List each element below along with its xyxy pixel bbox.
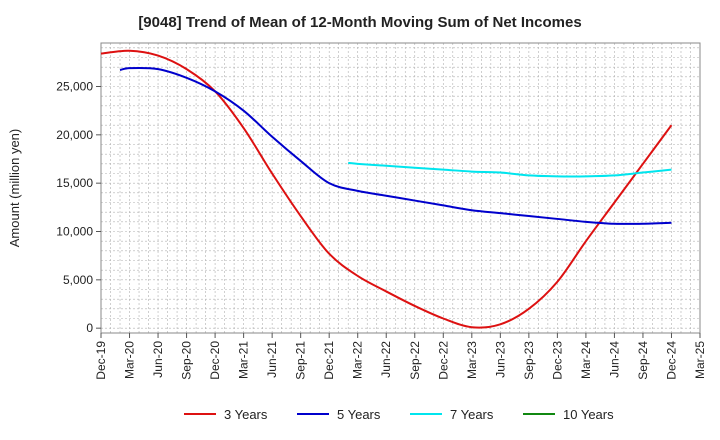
x-tick-label: Sep-23 — [522, 341, 536, 380]
legend-label-3-years: 3 Years — [224, 407, 268, 422]
y-tick-label: 5,000 — [63, 273, 93, 287]
x-tick-label: Jun-23 — [493, 341, 507, 378]
x-tick-label: Dec-23 — [550, 341, 564, 380]
y-tick-label: 10,000 — [56, 225, 93, 239]
x-tick-label: Mar-22 — [351, 341, 365, 379]
legend: 3 Years 5 Years 7 Years 10 Years — [184, 407, 614, 422]
x-tick-label: Jun-22 — [379, 341, 393, 378]
series-line-5-years — [119, 66, 672, 225]
legend-label-7-years: 7 Years — [450, 407, 494, 422]
y-tick-label: 15,000 — [56, 176, 93, 190]
legend-label-5-years: 5 Years — [337, 407, 381, 422]
x-tick-label: Jun-24 — [607, 341, 621, 378]
x-tick-label: Dec-19 — [94, 341, 108, 380]
x-tick-label: Jun-20 — [151, 341, 165, 378]
y-tick-label: 20,000 — [56, 128, 93, 142]
x-axis-ticks: Dec-19 Mar-20 Jun-20 Sep-20 Dec-20 Mar-21 Jun-… — [94, 333, 707, 380]
legend-label-10-years: 10 Years — [563, 407, 614, 422]
x-tick-label: Dec-21 — [322, 341, 336, 380]
plot-frame — [100, 42, 701, 334]
x-tick-label: Sep-22 — [408, 341, 422, 380]
series-line-7-years — [348, 161, 672, 178]
series-lines — [100, 49, 673, 329]
x-tick-label: Mar-20 — [123, 341, 137, 379]
x-tick-label: Mar-23 — [465, 341, 479, 379]
y-tick-label: 0 — [86, 321, 93, 335]
series-line-3-years — [100, 49, 673, 329]
y-axis-ticks: 0 5,000 10,000 15,000 20,000 25,000 — [56, 80, 101, 335]
x-tick-label: Sep-21 — [294, 341, 308, 380]
x-tick-label: Mar-21 — [237, 341, 251, 379]
x-tick-label: Mar-25 — [693, 341, 707, 379]
grid — [100, 43, 701, 333]
x-tick-label: Mar-24 — [579, 341, 593, 379]
chart-title: [9048] Trend of Mean of 12-Month Moving … — [138, 14, 582, 31]
x-tick-label: Dec-20 — [208, 341, 222, 380]
y-tick-label: 25,000 — [56, 80, 93, 94]
x-tick-label: Sep-24 — [636, 341, 650, 380]
x-tick-label: Jun-21 — [265, 341, 279, 378]
x-tick-label: Dec-22 — [436, 341, 450, 380]
x-tick-label: Dec-24 — [664, 341, 678, 380]
y-axis-label: Amount (million yen) — [7, 129, 22, 248]
x-tick-label: Sep-20 — [180, 341, 194, 380]
